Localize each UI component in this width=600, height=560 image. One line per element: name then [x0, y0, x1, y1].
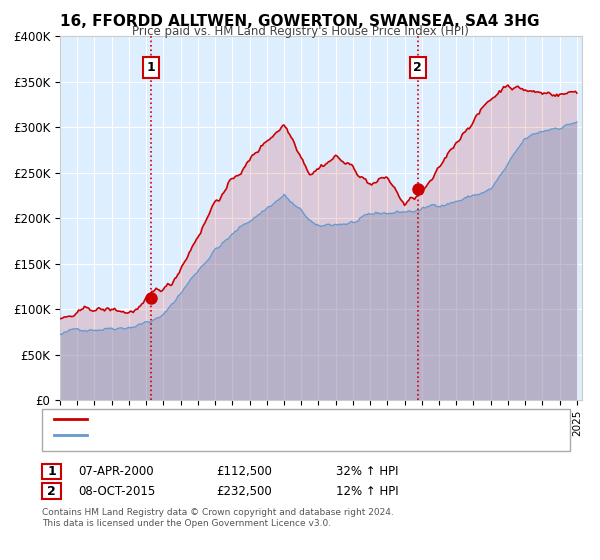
Text: Price paid vs. HM Land Registry's House Price Index (HPI): Price paid vs. HM Land Registry's House … [131, 25, 469, 38]
Text: 2: 2 [413, 61, 422, 74]
Text: 1: 1 [47, 465, 56, 478]
Text: 08-OCT-2015: 08-OCT-2015 [78, 484, 155, 498]
Text: Contains HM Land Registry data © Crown copyright and database right 2024.: Contains HM Land Registry data © Crown c… [42, 508, 394, 517]
Text: £112,500: £112,500 [216, 465, 272, 478]
Text: 07-APR-2000: 07-APR-2000 [78, 465, 154, 478]
Text: 16, FFORDD ALLTWEN, GOWERTON, SWANSEA, SA4 3HG: 16, FFORDD ALLTWEN, GOWERTON, SWANSEA, S… [60, 14, 540, 29]
Text: 16, FFORDD ALLTWEN, GOWERTON, SWANSEA, SA4 3HG (detached house): 16, FFORDD ALLTWEN, GOWERTON, SWANSEA, S… [93, 414, 482, 424]
Text: This data is licensed under the Open Government Licence v3.0.: This data is licensed under the Open Gov… [42, 519, 331, 528]
Text: 2: 2 [47, 484, 56, 498]
Text: 1: 1 [146, 61, 155, 74]
Text: 32% ↑ HPI: 32% ↑ HPI [336, 465, 398, 478]
Text: HPI: Average price, detached house, Swansea: HPI: Average price, detached house, Swan… [93, 430, 332, 440]
Text: 12% ↑ HPI: 12% ↑ HPI [336, 484, 398, 498]
Text: £232,500: £232,500 [216, 484, 272, 498]
